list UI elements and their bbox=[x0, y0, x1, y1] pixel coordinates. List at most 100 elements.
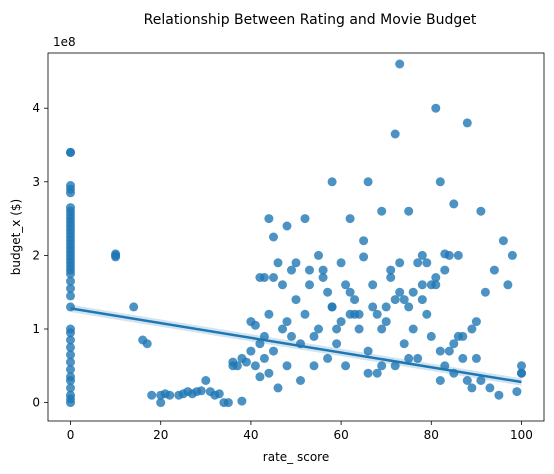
data-point bbox=[264, 368, 274, 378]
data-point bbox=[377, 206, 387, 216]
points-layer bbox=[66, 59, 526, 408]
data-point bbox=[345, 287, 355, 297]
y-tick-label: 4 bbox=[32, 101, 40, 115]
data-point bbox=[507, 250, 517, 260]
data-point bbox=[327, 302, 337, 312]
data-point bbox=[273, 383, 283, 393]
data-point bbox=[309, 331, 319, 341]
data-point bbox=[341, 361, 351, 371]
x-axis: 0 20 40 60 80 100 bbox=[67, 421, 533, 442]
data-point bbox=[431, 273, 441, 282]
data-point bbox=[476, 206, 486, 216]
data-point bbox=[413, 258, 423, 268]
data-point bbox=[255, 273, 265, 282]
data-point bbox=[147, 390, 157, 400]
data-point bbox=[323, 287, 333, 297]
data-point bbox=[417, 250, 427, 260]
data-point bbox=[332, 339, 342, 349]
x-tick-label: 100 bbox=[510, 428, 533, 442]
data-point bbox=[66, 383, 75, 393]
y-tick-label: 1 bbox=[32, 322, 40, 336]
data-point bbox=[512, 387, 522, 397]
data-point bbox=[318, 265, 328, 275]
data-point bbox=[282, 221, 292, 231]
data-point bbox=[471, 317, 481, 327]
chart-title: Relationship Between Rating and Movie Bu… bbox=[144, 12, 477, 28]
data-point bbox=[503, 280, 513, 290]
data-point bbox=[282, 317, 292, 327]
data-point bbox=[517, 361, 526, 371]
data-point bbox=[66, 324, 75, 334]
data-point bbox=[435, 177, 445, 187]
data-point bbox=[196, 386, 206, 396]
data-point bbox=[354, 309, 364, 319]
x-tick-label: 20 bbox=[153, 428, 168, 442]
data-point bbox=[142, 339, 152, 349]
data-point bbox=[390, 361, 400, 371]
data-point bbox=[300, 214, 310, 224]
data-point bbox=[223, 398, 233, 408]
data-point bbox=[264, 309, 274, 319]
data-point bbox=[241, 357, 251, 367]
data-point bbox=[444, 346, 454, 356]
plot-frame bbox=[47, 52, 545, 422]
data-point bbox=[156, 398, 166, 408]
data-point bbox=[314, 324, 323, 334]
data-point bbox=[381, 317, 391, 327]
data-point bbox=[332, 324, 342, 334]
data-point bbox=[485, 383, 495, 393]
data-point bbox=[269, 346, 278, 356]
y-tick-label: 0 bbox=[32, 396, 40, 410]
data-point bbox=[237, 396, 247, 406]
data-point bbox=[368, 280, 378, 290]
x-tick-label: 0 bbox=[67, 428, 75, 442]
x-tick-label: 60 bbox=[333, 428, 348, 442]
x-axis-label: rate_ score bbox=[263, 450, 329, 464]
data-point bbox=[165, 390, 175, 400]
data-point bbox=[399, 339, 409, 349]
data-point bbox=[246, 346, 256, 356]
data-point bbox=[377, 324, 387, 334]
data-point bbox=[444, 250, 454, 260]
data-point bbox=[462, 376, 472, 385]
data-point bbox=[66, 357, 75, 367]
data-point bbox=[345, 309, 355, 319]
data-point bbox=[282, 361, 292, 371]
data-point bbox=[390, 129, 400, 139]
data-point bbox=[129, 302, 139, 312]
data-point bbox=[287, 265, 296, 275]
data-point bbox=[399, 295, 409, 305]
data-point bbox=[336, 258, 346, 268]
data-point bbox=[354, 324, 364, 334]
data-point bbox=[305, 265, 314, 275]
data-point bbox=[372, 368, 382, 378]
regression-layer bbox=[70, 304, 522, 386]
data-point bbox=[386, 273, 396, 282]
data-point bbox=[278, 280, 287, 290]
data-point bbox=[408, 287, 418, 297]
data-point bbox=[201, 376, 211, 385]
data-point bbox=[66, 372, 75, 382]
data-point bbox=[66, 276, 75, 286]
data-point bbox=[395, 287, 405, 297]
regression-line bbox=[70, 307, 522, 384]
data-point bbox=[363, 346, 373, 356]
data-point bbox=[404, 302, 414, 312]
data-point bbox=[250, 361, 260, 371]
data-point bbox=[395, 258, 405, 268]
data-point bbox=[66, 284, 75, 293]
data-point bbox=[66, 181, 75, 190]
data-point bbox=[395, 59, 405, 69]
data-point bbox=[264, 214, 274, 224]
data-point bbox=[476, 376, 486, 385]
data-point bbox=[471, 353, 481, 363]
data-point bbox=[404, 353, 414, 363]
data-point bbox=[336, 317, 346, 327]
data-point bbox=[232, 361, 242, 371]
data-point bbox=[489, 265, 499, 275]
data-point bbox=[273, 258, 283, 268]
data-point bbox=[417, 280, 427, 290]
data-point bbox=[359, 236, 369, 246]
data-point bbox=[480, 287, 490, 297]
data-point bbox=[111, 249, 121, 259]
